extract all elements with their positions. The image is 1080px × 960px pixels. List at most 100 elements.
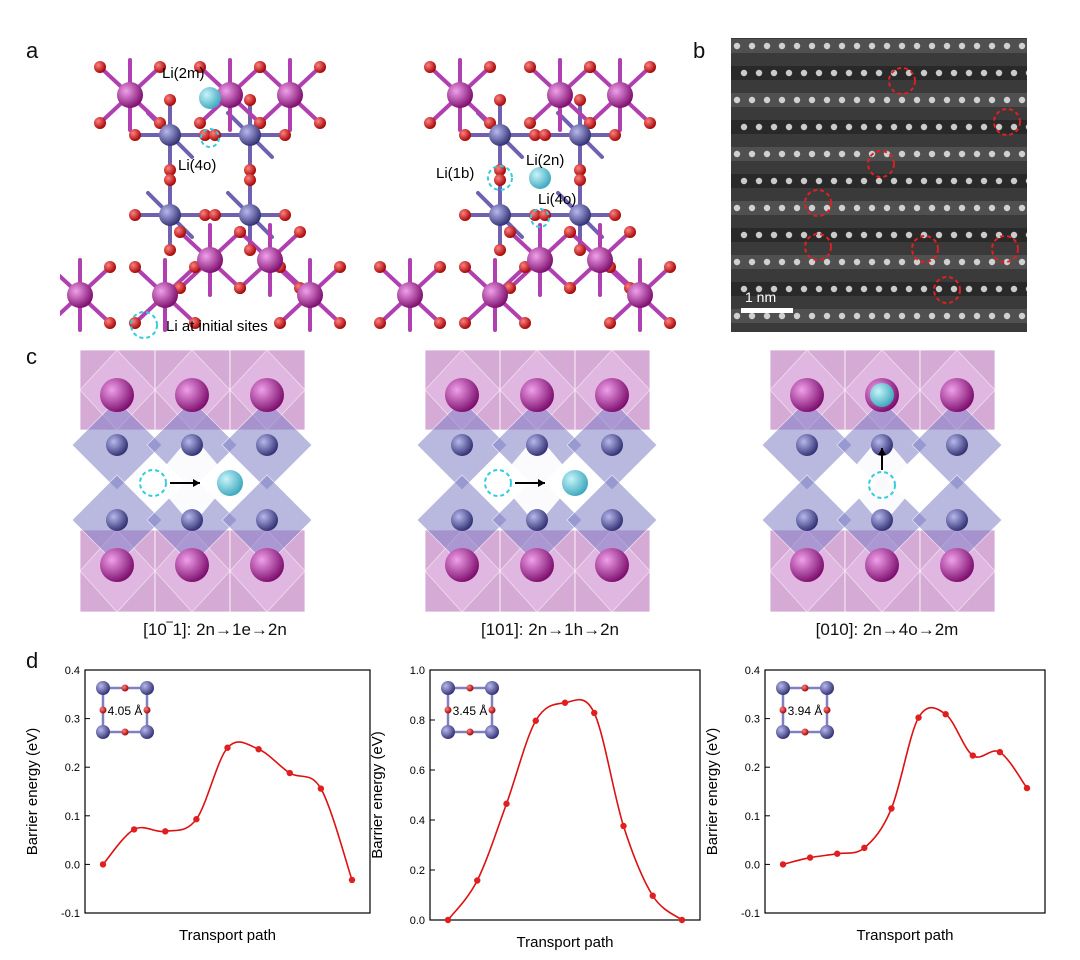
lattice-spot	[973, 258, 981, 266]
lattice-band	[731, 201, 1027, 215]
lattice-spot	[905, 231, 913, 239]
lattice-spot	[1018, 42, 1026, 50]
energy-point	[99, 861, 107, 868]
metal-atom-blue	[871, 434, 893, 456]
energy-point	[224, 744, 231, 751]
oxygen-atom	[424, 61, 436, 73]
lithium-atom	[199, 87, 221, 109]
panel-c-letter: c	[26, 344, 37, 369]
metal-atom-magenta	[520, 378, 554, 412]
metal-atom-magenta	[197, 247, 223, 273]
lattice-spot	[778, 312, 786, 320]
inset-oxygen-atom	[444, 706, 452, 714]
lattice-spot	[770, 231, 778, 239]
lattice-spot	[905, 177, 913, 185]
lattice-band	[731, 39, 1027, 53]
oxygen-atom	[374, 261, 386, 273]
inset-oxygen-atom	[143, 706, 151, 714]
oxygen-atom	[279, 209, 291, 221]
li-initial-site	[868, 471, 896, 499]
oxygen-atom	[199, 209, 211, 221]
lattice-spot	[755, 177, 763, 185]
lattice-spot	[950, 69, 958, 77]
lattice-spot	[733, 96, 741, 104]
oxygen-atom	[494, 94, 506, 106]
lattice-spot	[838, 42, 846, 50]
lattice-spot	[905, 123, 913, 131]
metal-atom-blue	[181, 509, 203, 531]
lattice-spot	[980, 231, 988, 239]
inset-metal-atom	[140, 725, 154, 739]
lattice-spot	[1010, 69, 1018, 77]
lattice-spot	[830, 231, 838, 239]
oxygen-atom	[434, 317, 446, 329]
lattice-spot	[1025, 286, 1027, 292]
lattice-spot	[905, 285, 913, 293]
metal-atom-blue	[526, 434, 548, 456]
metal-atom-magenta	[277, 82, 303, 108]
lattice-spot	[868, 204, 876, 212]
metal-atom-magenta	[595, 378, 629, 412]
metal-atom-blue	[796, 434, 818, 456]
lattice-spot	[943, 312, 951, 320]
oxygen-atom	[164, 244, 176, 256]
lattice-spot	[1025, 70, 1027, 76]
metal-atom-blue	[239, 124, 261, 146]
oxygen-atom	[519, 317, 531, 329]
lattice-band	[731, 147, 1027, 161]
lattice-spot	[838, 96, 846, 104]
x-axis-label: Transport path	[857, 927, 954, 944]
y-tick-label: 0.4	[410, 815, 425, 827]
lattice-spot	[950, 231, 958, 239]
oxygen-atom	[644, 61, 656, 73]
oxygen-atom	[529, 129, 541, 141]
energy-point	[444, 916, 452, 924]
polyhedra-010	[761, 350, 1003, 613]
energy-point	[996, 748, 1004, 756]
y-tick-label: 0.2	[410, 865, 425, 877]
lattice-spot	[935, 231, 943, 239]
label-li-4o-left: Li(4o)	[178, 157, 216, 174]
oxygen-atom	[459, 209, 471, 221]
lattice-spot	[958, 42, 966, 50]
lattice-spot	[988, 204, 996, 212]
label-li-4o-right: Li(4o)	[538, 191, 576, 208]
lattice-spot	[793, 96, 801, 104]
lattice-spot	[853, 312, 861, 320]
inset-label: 3.45 Å	[453, 703, 488, 718]
oxygen-atom	[209, 209, 221, 221]
oxygen-atom	[244, 174, 256, 186]
lattice-spot	[935, 285, 943, 293]
li-initial-site	[484, 469, 512, 497]
metal-atom-blue	[256, 434, 278, 456]
lattice-spot	[778, 258, 786, 266]
oxygen-atom	[624, 226, 636, 238]
metal-atom-magenta	[152, 282, 178, 308]
inset-metal-atom	[96, 725, 110, 739]
oxygen-atom	[274, 317, 286, 329]
oxygen-atom	[164, 164, 176, 176]
energy-point	[130, 826, 138, 833]
lattice-spot	[815, 69, 823, 77]
energy-point	[474, 877, 481, 884]
panel-b-stem-image: 1 nm	[731, 38, 1027, 332]
y-axis-label: Barrier energy (eV)	[24, 728, 41, 856]
metal-atom-magenta	[100, 548, 134, 582]
lithium-atom	[562, 470, 588, 496]
lattice-spot	[898, 96, 906, 104]
energy-point	[942, 711, 949, 718]
lattice-spot	[770, 123, 778, 131]
lattice-spot	[980, 123, 988, 131]
lattice-spot	[808, 150, 816, 158]
panel-d-letter: d	[26, 648, 39, 673]
oxygen-atom	[574, 174, 586, 186]
lattice-spot	[973, 312, 981, 320]
panel-a-structures: Li(2m) Li(4o) Li(1b) Li(2n) Li(4o) Li at…	[60, 58, 676, 339]
oxygen-atom	[459, 129, 471, 141]
lattice-spot	[875, 285, 883, 293]
oxygen-atom	[129, 209, 141, 221]
metal-atom-blue	[256, 509, 278, 531]
label-li-1b: Li(1b)	[436, 165, 474, 182]
lattice-spot	[800, 69, 808, 77]
energy-point	[1023, 784, 1031, 792]
